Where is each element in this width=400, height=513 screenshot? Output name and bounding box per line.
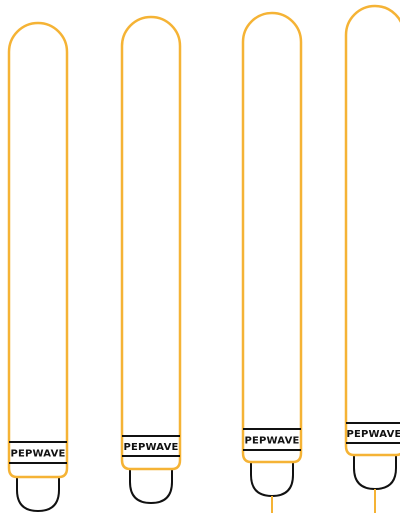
antenna-2-base: [129, 470, 173, 505]
antenna-2-body: [120, 15, 182, 471]
antenna-1: PEPWAVE: [7, 21, 69, 513]
antenna-4-base: [353, 456, 397, 491]
antenna-3-base: [250, 463, 294, 498]
antenna-4: PEPWAVE: [344, 4, 400, 513]
antenna-1-brand-label: PEPWAVE: [10, 449, 65, 460]
antenna-2-brand-label: PEPWAVE: [123, 442, 178, 453]
antenna-1-base: [16, 478, 60, 513]
antenna-2: PEPWAVE: [120, 15, 182, 505]
antenna-3-brand-label: PEPWAVE: [244, 436, 299, 447]
antenna-3-body: [241, 11, 303, 464]
antenna-1-body: [7, 21, 69, 479]
antenna-4-body: [344, 4, 400, 457]
antenna-3: PEPWAVE: [241, 11, 303, 513]
antenna-4-brand-label: PEPWAVE: [346, 429, 400, 440]
